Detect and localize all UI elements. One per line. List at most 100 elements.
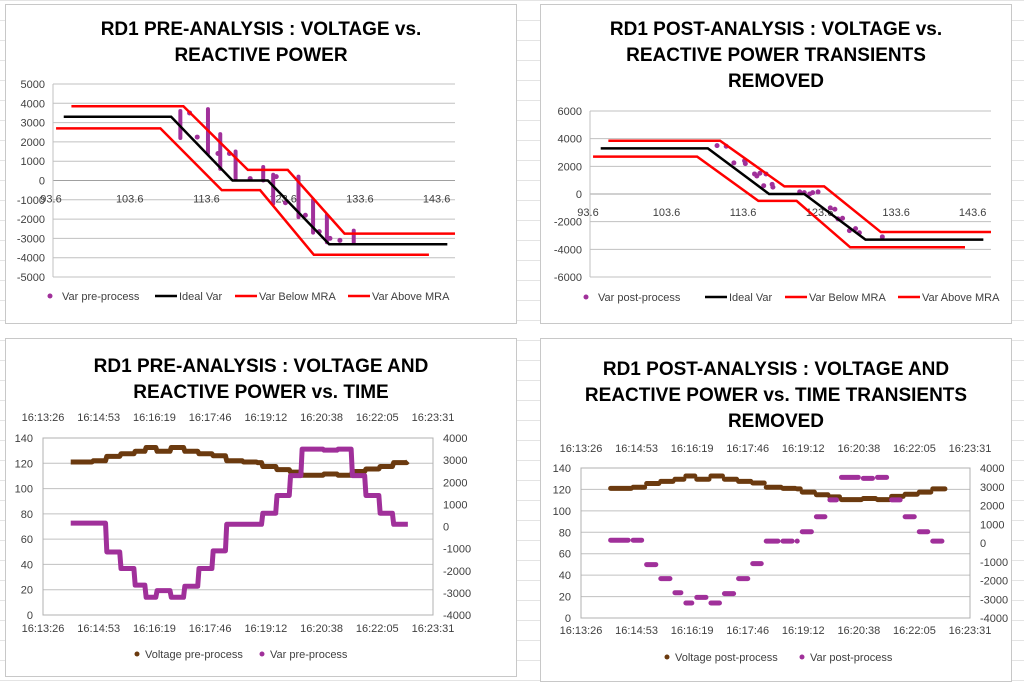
y-left-tick-label: 120 (15, 458, 33, 470)
x-bottom-tick-label: 16:13:26 (22, 623, 65, 635)
y-tick-label: 4000 (558, 134, 582, 146)
y-left-tick-label: 0 (27, 610, 33, 622)
x-top-tick-label: 16:17:46 (726, 443, 769, 455)
series-line-ideal-var (600, 147, 984, 241)
legend-label: Ideal Var (179, 291, 223, 303)
x-bottom-tick-label: 16:20:38 (300, 623, 343, 635)
x-tick-label: 103.6 (116, 194, 144, 206)
x-tick-label: 113.6 (193, 194, 220, 206)
legend-label: Var post-process (810, 652, 893, 664)
legend-label: Var pre-process (62, 291, 140, 303)
y-tick-label: -3000 (17, 233, 45, 245)
legend-marker (259, 651, 265, 657)
legend-label: Var Below MRA (809, 292, 886, 304)
legend-label: Var Below MRA (259, 291, 336, 303)
x-tick-label: 103.6 (653, 207, 681, 219)
chart-title-line: RD1 POST-ANALYSIS : VOLTAGE vs. (609, 19, 943, 40)
x-top-tick-label: 16:17:46 (189, 412, 232, 424)
data-point (337, 237, 343, 243)
y-right-tick-label: -4000 (443, 610, 471, 622)
y-tick-label: 1000 (21, 156, 45, 168)
x-top-tick-label: 16:19:12 (782, 443, 825, 455)
y-right-tick-label: 0 (980, 538, 986, 550)
y-left-tick-label: 120 (553, 484, 571, 496)
x-bottom-tick-label: 16:17:46 (189, 623, 232, 635)
y-right-tick-label: 3000 (443, 455, 467, 467)
chart-title-line: REACTIVE POWER vs. TIME TRANSIENTS (584, 385, 968, 406)
y-left-tick-label: 80 (559, 527, 571, 539)
chart-post-time[interactable]: RD1 POST-ANALYSIS : VOLTAGE AND REACTIVE … (540, 338, 1012, 682)
y-left-tick-label: 100 (15, 484, 33, 496)
data-point (770, 184, 776, 190)
x-bottom-tick-label: 16:23:31 (949, 625, 992, 637)
x-bottom-tick-label: 16:16:19 (671, 625, 714, 637)
series-line-var-above-mra (608, 139, 991, 234)
x-top-tick-label: 16:20:38 (837, 443, 880, 455)
y-left-tick-label: 60 (559, 549, 571, 561)
y-tick-label: -2000 (17, 214, 45, 226)
x-bottom-tick-label: 16:17:46 (726, 625, 769, 637)
data-point (815, 189, 821, 195)
y-left-tick-label: 40 (21, 559, 33, 571)
x-tick-label: 143.6 (423, 194, 451, 206)
y-tick-label: 0 (576, 189, 582, 201)
legend-marker (134, 651, 140, 657)
chart-post-voltage-vs-var[interactable]: RD1 POST-ANALYSIS : VOLTAGE vs. REACTIVE … (540, 4, 1012, 324)
y-right-tick-label: 3000 (980, 482, 1004, 494)
y-right-tick-label: 0 (443, 522, 449, 534)
legend-label: Var Above MRA (922, 292, 1000, 304)
y-left-tick-label: 140 (15, 433, 33, 445)
y-left-tick-label: 60 (21, 534, 33, 546)
y-left-tick-label: 40 (559, 570, 571, 582)
chart-pre-time[interactable]: RD1 PRE-ANALYSIS : VOLTAGE AND REACTIVE P… (5, 338, 517, 677)
x-bottom-tick-label: 16:14:53 (615, 625, 658, 637)
series-voltage-pre-process (70, 444, 410, 478)
legend-marker (799, 654, 805, 660)
y-right-tick-label: 1000 (980, 519, 1004, 531)
y-right-tick-label: -1000 (980, 557, 1008, 569)
chart-title-line: RD1 POST-ANALYSIS : VOLTAGE AND (602, 359, 950, 380)
y-tick-label: 6000 (558, 106, 582, 118)
x-bottom-tick-label: 16:19:12 (782, 625, 825, 637)
x-bottom-tick-label: 16:19:12 (244, 623, 287, 635)
x-tick-label: 113.6 (730, 207, 757, 219)
chart-title-line: RD1 PRE-ANALYSIS : VOLTAGE AND (93, 356, 429, 377)
y-right-tick-label: -1000 (443, 544, 471, 556)
y-tick-label: 3000 (21, 118, 45, 130)
x-top-tick-label: 16:20:38 (300, 412, 343, 424)
x-top-tick-label: 16:23:31 (949, 443, 992, 455)
x-top-tick-label: 16:14:53 (77, 412, 120, 424)
y-right-tick-label: -3000 (980, 594, 1008, 606)
x-top-tick-label: 16:23:31 (412, 412, 455, 424)
legend-marker (47, 293, 53, 299)
y-tick-label: 2000 (558, 161, 582, 173)
series-line-var-above-mra (71, 104, 455, 235)
series-line-ideal-var (63, 115, 448, 246)
legend-label: Voltage post-process (675, 652, 778, 664)
y-tick-label: -5000 (17, 272, 45, 284)
y-tick-label: 0 (39, 176, 45, 188)
chart-pre-voltage-vs-var[interactable]: RD1 PRE-ANALYSIS : VOLTAGE vs. REACTIVE P… (5, 4, 517, 324)
legend-label: Var post-process (598, 292, 681, 304)
legend-marker (664, 654, 670, 660)
x-tick-label: 93.6 (577, 207, 598, 219)
x-bottom-tick-label: 16:20:38 (837, 625, 880, 637)
data-point (714, 143, 720, 149)
data-point (273, 174, 279, 180)
x-top-tick-label: 16:22:05 (893, 443, 936, 455)
y-left-tick-label: 140 (553, 463, 571, 475)
y-left-tick-label: 0 (565, 613, 571, 625)
chart-title-line: REACTIVE POWER (174, 45, 348, 66)
x-top-tick-label: 16:13:26 (22, 412, 65, 424)
y-right-tick-label: 4000 (443, 433, 467, 445)
data-point (215, 150, 221, 156)
x-top-tick-label: 16:13:26 (560, 443, 603, 455)
data-point (879, 234, 885, 240)
legend-label: Voltage pre-process (145, 649, 243, 661)
data-point (810, 190, 816, 196)
y-right-tick-label: 2000 (443, 477, 467, 489)
x-top-tick-label: 16:16:19 (671, 443, 714, 455)
chart-title-line: REMOVED (727, 71, 825, 92)
series-line-var-below-mra (593, 155, 965, 249)
data-point (327, 235, 333, 241)
